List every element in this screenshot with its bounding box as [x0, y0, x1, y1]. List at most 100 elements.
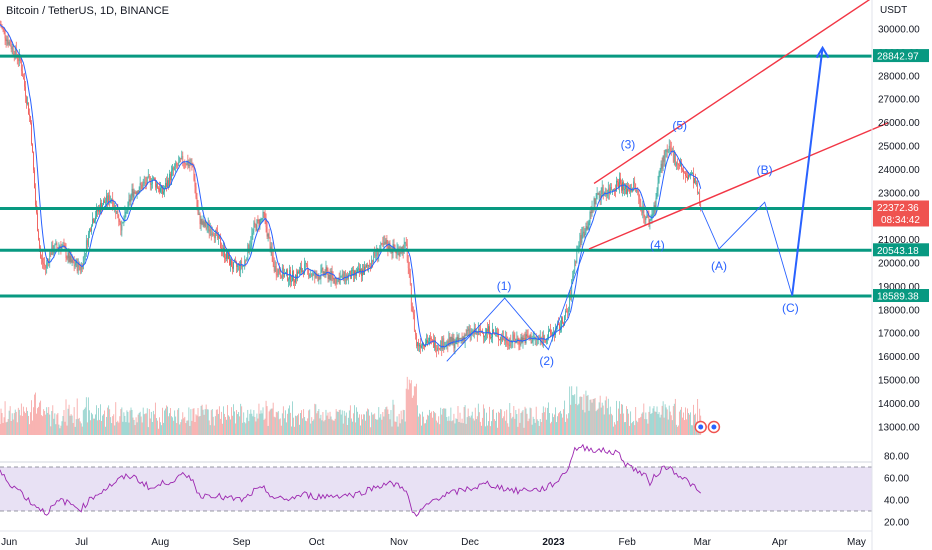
wave-paths[interactable]: [446, 45, 830, 362]
price-axis[interactable]: USDT 13000.00 14000.00 15000.00 16000.00 1700…: [871, 0, 920, 550]
volume-bar: [527, 421, 529, 435]
candle-body: [45, 265, 47, 269]
candle-body: [172, 167, 173, 171]
volume-bar: [250, 409, 252, 435]
volume-bar: [573, 395, 575, 435]
volume-bar: [271, 408, 273, 435]
candle-body: [246, 259, 248, 261]
volume-bar: [337, 411, 339, 435]
time-axis[interactable]: Jun Jul Aug Sep Oct Nov Dec 2023 Feb Mar Apr May: [0, 420, 872, 549]
volume-bar: [39, 402, 41, 435]
volume-bar: [659, 417, 661, 435]
volume-bar: [66, 425, 68, 435]
volume-bar: [365, 420, 366, 435]
volume-bar: [161, 425, 162, 435]
candle-body: [166, 183, 167, 188]
time-tick-label: Apr: [772, 537, 788, 548]
candle-body: [331, 271, 333, 275]
volume-bar: [282, 406, 284, 435]
volume-bar: [402, 409, 404, 435]
volume-bar: [335, 409, 337, 435]
volume-bar: [581, 396, 583, 435]
candle-body: [513, 334, 515, 339]
candle-body: [407, 261, 409, 269]
candle-body: [142, 183, 144, 189]
volume-bar: [107, 407, 109, 435]
volume-bar: [399, 423, 401, 435]
candle-body: [408, 268, 410, 274]
candle-body: [525, 334, 527, 343]
volume-bar: [180, 422, 182, 435]
candle-body: [272, 255, 274, 262]
price-tick-label: 21000.00: [878, 235, 920, 246]
volume-bar: [326, 415, 328, 435]
candle-body: [220, 238, 221, 248]
volume-bar: [239, 416, 241, 435]
volume-bar: [183, 418, 185, 435]
candle-body: [581, 233, 583, 243]
price-tick-label: 18000.00: [878, 305, 920, 316]
volume-bar: [16, 422, 18, 435]
volume-bar: [111, 423, 113, 435]
candle-body: [485, 334, 486, 336]
volume-bar: [220, 411, 222, 435]
volume-bar: [519, 422, 521, 435]
volume-bar: [70, 414, 72, 435]
candle-body: [215, 229, 217, 231]
candle-body: [301, 267, 302, 273]
candle-body: [50, 252, 52, 255]
candle-body: [295, 275, 296, 283]
volume-bar: [431, 411, 432, 435]
volume-bar: [150, 411, 152, 435]
volume-bar: [350, 418, 352, 435]
candle-body: [20, 61, 22, 72]
volume-bar: [356, 407, 357, 435]
volume-bar: [567, 418, 569, 435]
candle-body: [292, 271, 293, 282]
candle-body: [382, 243, 384, 246]
volume-bar: [580, 396, 582, 435]
wave-label: (2): [539, 354, 554, 368]
volume-bar: [103, 414, 104, 435]
candle-body: [621, 183, 622, 191]
volume-bar: [310, 423, 312, 435]
volume-bar: [152, 410, 154, 435]
volume-bar: [541, 412, 543, 435]
volume-bar: [62, 415, 64, 435]
candle-body: [391, 250, 393, 254]
volume-bar: [292, 401, 293, 435]
candle-body: [230, 259, 231, 266]
candle-body: [277, 269, 279, 276]
volume-bar: [186, 420, 188, 435]
candle-body: [593, 198, 595, 210]
volume-bar: [456, 419, 458, 435]
volume-bar: [435, 413, 437, 435]
volume-bar: [327, 412, 329, 435]
candle-body: [699, 192, 701, 204]
candle-body: [327, 270, 329, 279]
candle-body: [606, 193, 608, 197]
volume-bar: [251, 413, 253, 435]
channel-lines[interactable]: [588, 0, 889, 250]
candle-body: [81, 266, 83, 269]
chart-title: Bitcoin / TetherUS, 1D, BINANCE: [6, 5, 170, 17]
candle-body: [381, 243, 383, 244]
wave-label: (1): [497, 279, 512, 293]
volume-bar: [19, 415, 21, 435]
candle-body: [435, 340, 436, 351]
volume-bar: [46, 407, 48, 435]
volume-bar: [691, 425, 692, 435]
candle-body: [260, 218, 262, 220]
candle-body: [411, 305, 413, 312]
candle-body: [500, 337, 501, 341]
horizontal-levels[interactable]: [0, 54, 872, 298]
candle-body: [536, 339, 538, 341]
volume-bar: [560, 410, 561, 435]
volume-bar: [419, 413, 420, 435]
candle-body: [353, 270, 354, 276]
volume-bar: [106, 416, 108, 435]
candle-body: [565, 310, 566, 316]
candle-body: [413, 314, 415, 331]
candle-body: [670, 148, 672, 153]
